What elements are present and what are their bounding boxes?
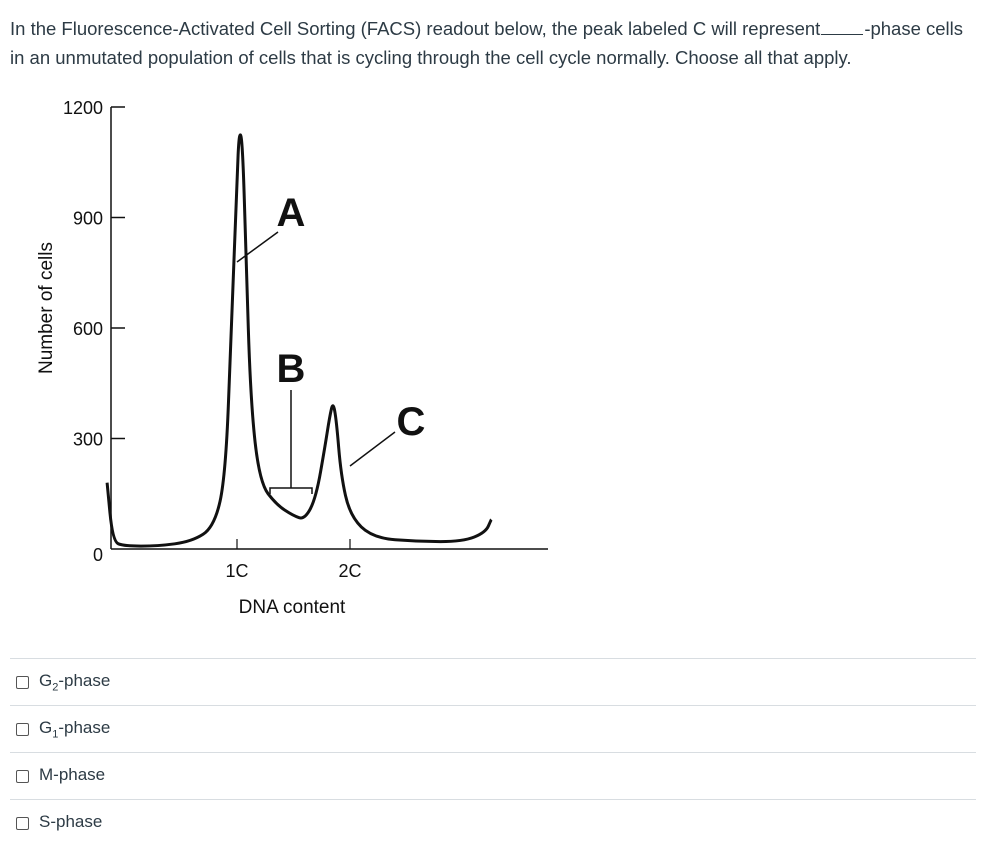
answer-checkbox[interactable] <box>16 816 29 830</box>
x-tick-label: 1C <box>225 561 248 581</box>
facs-curve <box>105 133 493 548</box>
y-tick-label: 900 <box>73 209 103 229</box>
answer-label: G2-phase <box>39 670 111 694</box>
peak-a-pointer <box>236 231 279 263</box>
answer-label: G1-phase <box>39 717 111 741</box>
x-tick-label: 2C <box>338 561 361 581</box>
answer-option-g1[interactable]: G1-phase <box>10 705 976 752</box>
answer-checkbox[interactable] <box>16 722 29 736</box>
peak-label-b: B <box>277 347 306 391</box>
chart-ticks: 1200 900 600 300 0 1C 2C <box>63 98 362 581</box>
y-tick-label: 1200 <box>63 98 103 118</box>
y-tick-label: 0 <box>93 545 103 565</box>
peak-c-pointer <box>349 431 396 467</box>
chart-axes <box>110 107 548 550</box>
y-tick-label: 300 <box>73 430 103 450</box>
y-tick-label: 600 <box>73 319 103 339</box>
peak-label-a: A <box>277 191 306 235</box>
answer-label: S-phase <box>39 811 103 831</box>
x-axis-label: DNA content <box>239 597 346 618</box>
peak-label-c: C <box>397 400 426 444</box>
answer-option-m[interactable]: M-phase <box>10 752 976 799</box>
answer-option-s[interactable]: S-phase <box>10 799 976 846</box>
answer-checkbox[interactable] <box>16 769 29 783</box>
answer-list: G2-phase G1-phase M-phase S-phase <box>10 658 976 846</box>
answer-checkbox[interactable] <box>16 675 29 689</box>
answer-label: M-phase <box>39 764 106 784</box>
peak-annotations: A B C <box>236 191 426 494</box>
y-axis-label: Number of cells <box>36 242 57 374</box>
question-text-after: -phase cells in an unmutated population … <box>10 18 964 68</box>
question-text: In the Fluorescence-Activated Cell Sorti… <box>10 14 976 72</box>
question-text-before: In the Fluorescence-Activated Cell Sorti… <box>10 18 821 39</box>
range-b-bracket <box>269 487 313 494</box>
facs-chart: 1200 900 600 300 0 1C 2C A B C Number of cells D… <box>36 98 548 618</box>
answer-option-g2[interactable]: G2-phase <box>10 658 976 705</box>
answer-blank <box>821 20 864 35</box>
